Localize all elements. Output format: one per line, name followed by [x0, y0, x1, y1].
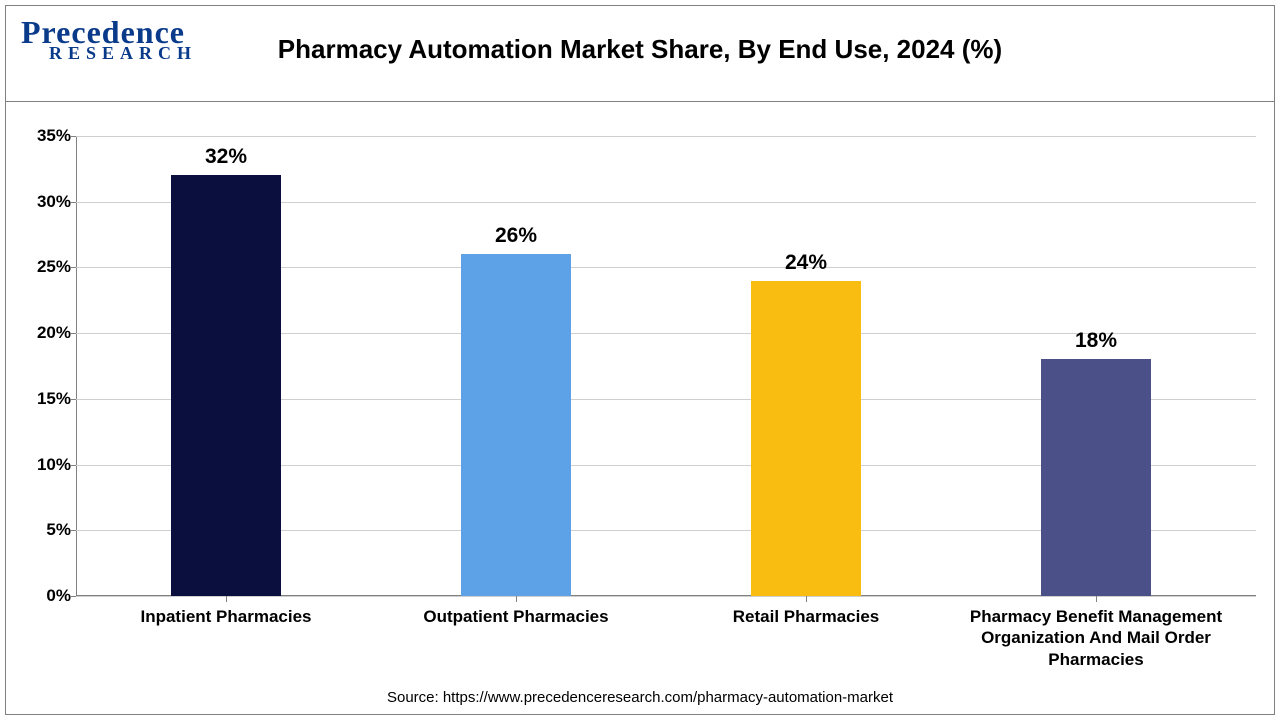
x-axis-label: Pharmacy Benefit Management Organization… — [951, 596, 1241, 670]
y-tick-label: 15% — [21, 389, 71, 409]
x-axis-label: Inpatient Pharmacies — [81, 596, 371, 627]
y-tick-label: 20% — [21, 323, 71, 343]
y-tick-label: 30% — [21, 192, 71, 212]
bar-chart-plot: 0%5%10%15%20%25%30%35%32%Inpatient Pharm… — [76, 136, 1256, 596]
x-axis-label: Outpatient Pharmacies — [371, 596, 661, 627]
header: Precedence RESEARCH Pharmacy Automation … — [6, 6, 1274, 102]
y-tick-mark — [70, 596, 76, 597]
chart-title: Pharmacy Automation Market Share, By End… — [6, 34, 1274, 65]
source-citation: Source: https://www.precedenceresearch.c… — [6, 689, 1274, 706]
y-axis-line — [76, 136, 77, 596]
y-tick-mark — [70, 465, 76, 466]
y-tick-mark — [70, 530, 76, 531]
bar: 18% — [1041, 359, 1151, 596]
y-tick-mark — [70, 136, 76, 137]
bar-value-label: 18% — [1041, 329, 1151, 353]
y-tick-mark — [70, 333, 76, 334]
bar-slot: 26%Outpatient Pharmacies — [371, 136, 661, 596]
y-tick-mark — [70, 267, 76, 268]
bar: 32% — [171, 175, 281, 596]
y-tick-label: 35% — [21, 126, 71, 146]
bar-value-label: 26% — [461, 224, 571, 248]
y-tick-mark — [70, 399, 76, 400]
bar: 24% — [751, 281, 861, 596]
x-axis-label: Retail Pharmacies — [661, 596, 951, 627]
bar-slot: 32%Inpatient Pharmacies — [81, 136, 371, 596]
y-tick-label: 0% — [21, 586, 71, 606]
y-tick-label: 25% — [21, 257, 71, 277]
y-tick-label: 10% — [21, 455, 71, 475]
bar-value-label: 24% — [751, 251, 861, 275]
bar-slot: 24%Retail Pharmacies — [661, 136, 951, 596]
chart-frame: Precedence RESEARCH Pharmacy Automation … — [5, 5, 1275, 715]
bar-value-label: 32% — [171, 145, 281, 169]
bar: 26% — [461, 254, 571, 596]
y-tick-label: 5% — [21, 520, 71, 540]
bar-slot: 18%Pharmacy Benefit Management Organizat… — [951, 136, 1241, 596]
y-tick-mark — [70, 202, 76, 203]
